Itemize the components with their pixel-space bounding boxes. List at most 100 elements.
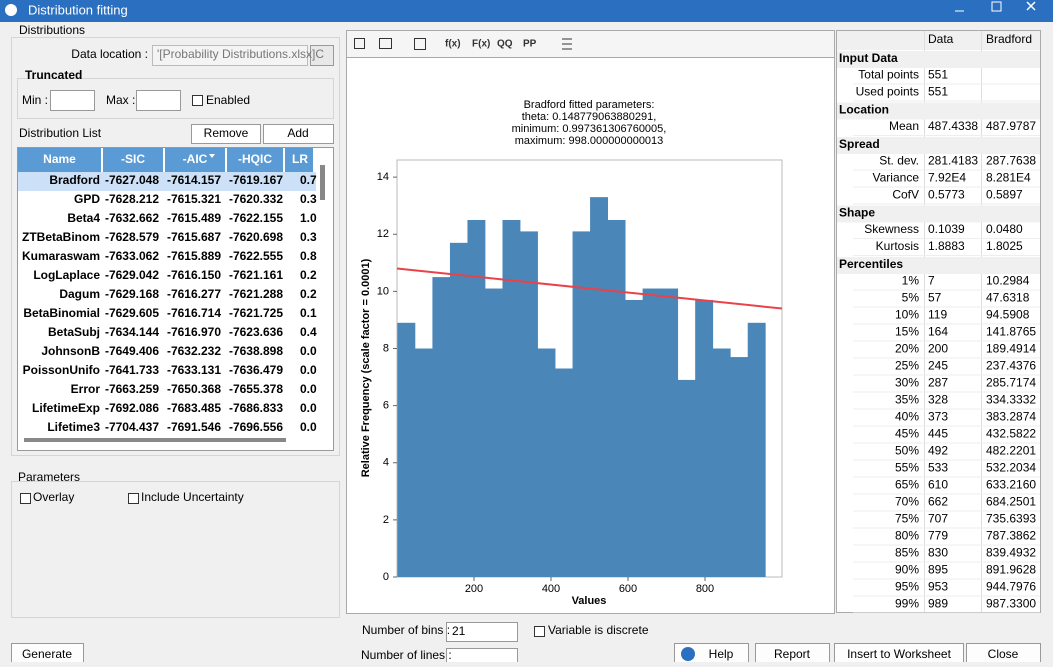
fit-line xyxy=(396,267,783,310)
v-scrollbar[interactable] xyxy=(320,165,325,200)
column-header xyxy=(227,148,283,172)
data-location-input[interactable] xyxy=(152,45,308,66)
bar xyxy=(484,288,503,577)
cell: 0.8 xyxy=(300,249,317,263)
x-tick-label: 600 xyxy=(619,583,637,595)
label: Include Uncertainty xyxy=(141,490,244,504)
column-header-label: -AIC xyxy=(183,152,208,166)
close-window[interactable] xyxy=(1026,1,1036,11)
stat-label: 30% xyxy=(895,376,919,390)
stat-value: 281.4183 xyxy=(928,154,978,168)
stat-value: 57 xyxy=(928,291,942,305)
cell: -7621.725 xyxy=(229,306,283,320)
stat-value: 189.4914 xyxy=(986,342,1036,356)
label: Distribution List xyxy=(19,126,102,140)
stat-label: 75% xyxy=(895,512,919,526)
cell: 1.0 xyxy=(300,211,317,225)
stat-value: 779 xyxy=(928,529,948,543)
button-label: Remove xyxy=(204,126,249,140)
cell: 0.7 xyxy=(300,173,317,187)
stat-value: 684.2501 xyxy=(986,495,1036,509)
cell: GPD xyxy=(74,192,100,206)
cell: 0.0 xyxy=(300,382,317,396)
overlay-checkbox[interactable] xyxy=(20,493,31,504)
stat-value: 532.2034 xyxy=(986,461,1036,475)
h-scrollbar[interactable] xyxy=(24,438,286,442)
stat-value: 285.7174 xyxy=(986,376,1036,390)
selected-row xyxy=(18,172,316,191)
column-header xyxy=(18,148,101,172)
enabled-checkbox[interactable] xyxy=(192,95,203,106)
cell: Beta4 xyxy=(67,211,100,225)
cell: -7616.970 xyxy=(167,325,221,339)
lines-input[interactable] xyxy=(446,648,518,667)
cell: 0.0 xyxy=(300,401,317,415)
stat-value: 551 xyxy=(928,85,948,99)
maximize[interactable] xyxy=(991,1,1002,12)
stat-label: 35% xyxy=(895,393,919,407)
label: Max : xyxy=(106,93,135,107)
x-tick-label: 800 xyxy=(696,583,714,595)
stat-label: 70% xyxy=(895,495,919,509)
cell: LogLaplace xyxy=(33,268,100,282)
stat-value: 328 xyxy=(928,393,948,407)
bins-input[interactable] xyxy=(446,622,518,642)
column-header-label: Name xyxy=(43,152,76,166)
cell: -7620.698 xyxy=(229,230,283,244)
stat-value: 610 xyxy=(928,478,948,492)
cell: -7633.062 xyxy=(105,249,159,263)
sort-arrow xyxy=(209,154,215,158)
y-tick-label: 6 xyxy=(383,400,389,412)
toolbar-button: f(x) xyxy=(445,39,461,50)
cell: -7649.406 xyxy=(105,344,159,358)
toolbar-button: QQ xyxy=(497,39,513,50)
stat-value: 487.4338 xyxy=(928,119,978,133)
button-label: Help xyxy=(709,647,734,661)
stat-label: 25% xyxy=(895,359,919,373)
cell: JohnsonB xyxy=(41,344,100,358)
cell: 0.4 xyxy=(300,325,317,339)
chart-title: theta: 0.148779063880291, xyxy=(522,111,657,123)
cell: Kumaraswam xyxy=(22,249,100,263)
cell: -7686.833 xyxy=(229,401,283,415)
cell: BetaSubj xyxy=(48,325,100,339)
toolbar-button: PP xyxy=(523,39,537,50)
cell: -7632.232 xyxy=(167,344,221,358)
add-button[interactable] xyxy=(263,124,334,144)
y-tick-label: 10 xyxy=(377,285,389,297)
cell: Bradford xyxy=(49,173,100,187)
stat-value: 787.3862 xyxy=(986,529,1036,543)
min-input[interactable] xyxy=(50,90,95,111)
label: Number of bins : xyxy=(362,623,450,637)
cell: -7620.332 xyxy=(229,192,283,206)
discrete-checkbox[interactable] xyxy=(534,626,545,637)
max-input[interactable] xyxy=(136,90,181,111)
x-tick-label: 400 xyxy=(542,583,560,595)
range-picker[interactable] xyxy=(310,45,334,66)
remove-button[interactable] xyxy=(191,124,261,144)
cell: 0.0 xyxy=(300,363,317,377)
cell: -7628.579 xyxy=(105,230,159,244)
cell: -7629.042 xyxy=(105,268,159,282)
list-icon[interactable] xyxy=(562,38,572,50)
scale-icon[interactable] xyxy=(414,38,426,50)
bar xyxy=(397,322,416,577)
uncertainty-checkbox[interactable] xyxy=(128,493,139,504)
bar xyxy=(660,288,679,577)
print-icon[interactable] xyxy=(379,38,392,49)
bar xyxy=(520,231,538,577)
group-label: Parameters xyxy=(18,470,80,484)
cell: -7634.144 xyxy=(105,325,159,339)
stat-value: 633.2160 xyxy=(986,478,1036,492)
y-tick-label: 12 xyxy=(377,228,389,240)
stats-column-header: Bradford xyxy=(986,32,1032,46)
stat-label: 15% xyxy=(895,325,919,339)
chart-title: maximum: 998.000000000013 xyxy=(515,135,664,147)
copy-icon[interactable] xyxy=(354,38,365,49)
cell: 0.0 xyxy=(300,344,317,358)
button-label: Report xyxy=(774,647,811,661)
stat-value: 533 xyxy=(928,461,948,475)
stat-value: 47.6318 xyxy=(986,291,1030,305)
app-icon xyxy=(5,4,17,16)
stat-value: 10.2984 xyxy=(986,274,1030,288)
